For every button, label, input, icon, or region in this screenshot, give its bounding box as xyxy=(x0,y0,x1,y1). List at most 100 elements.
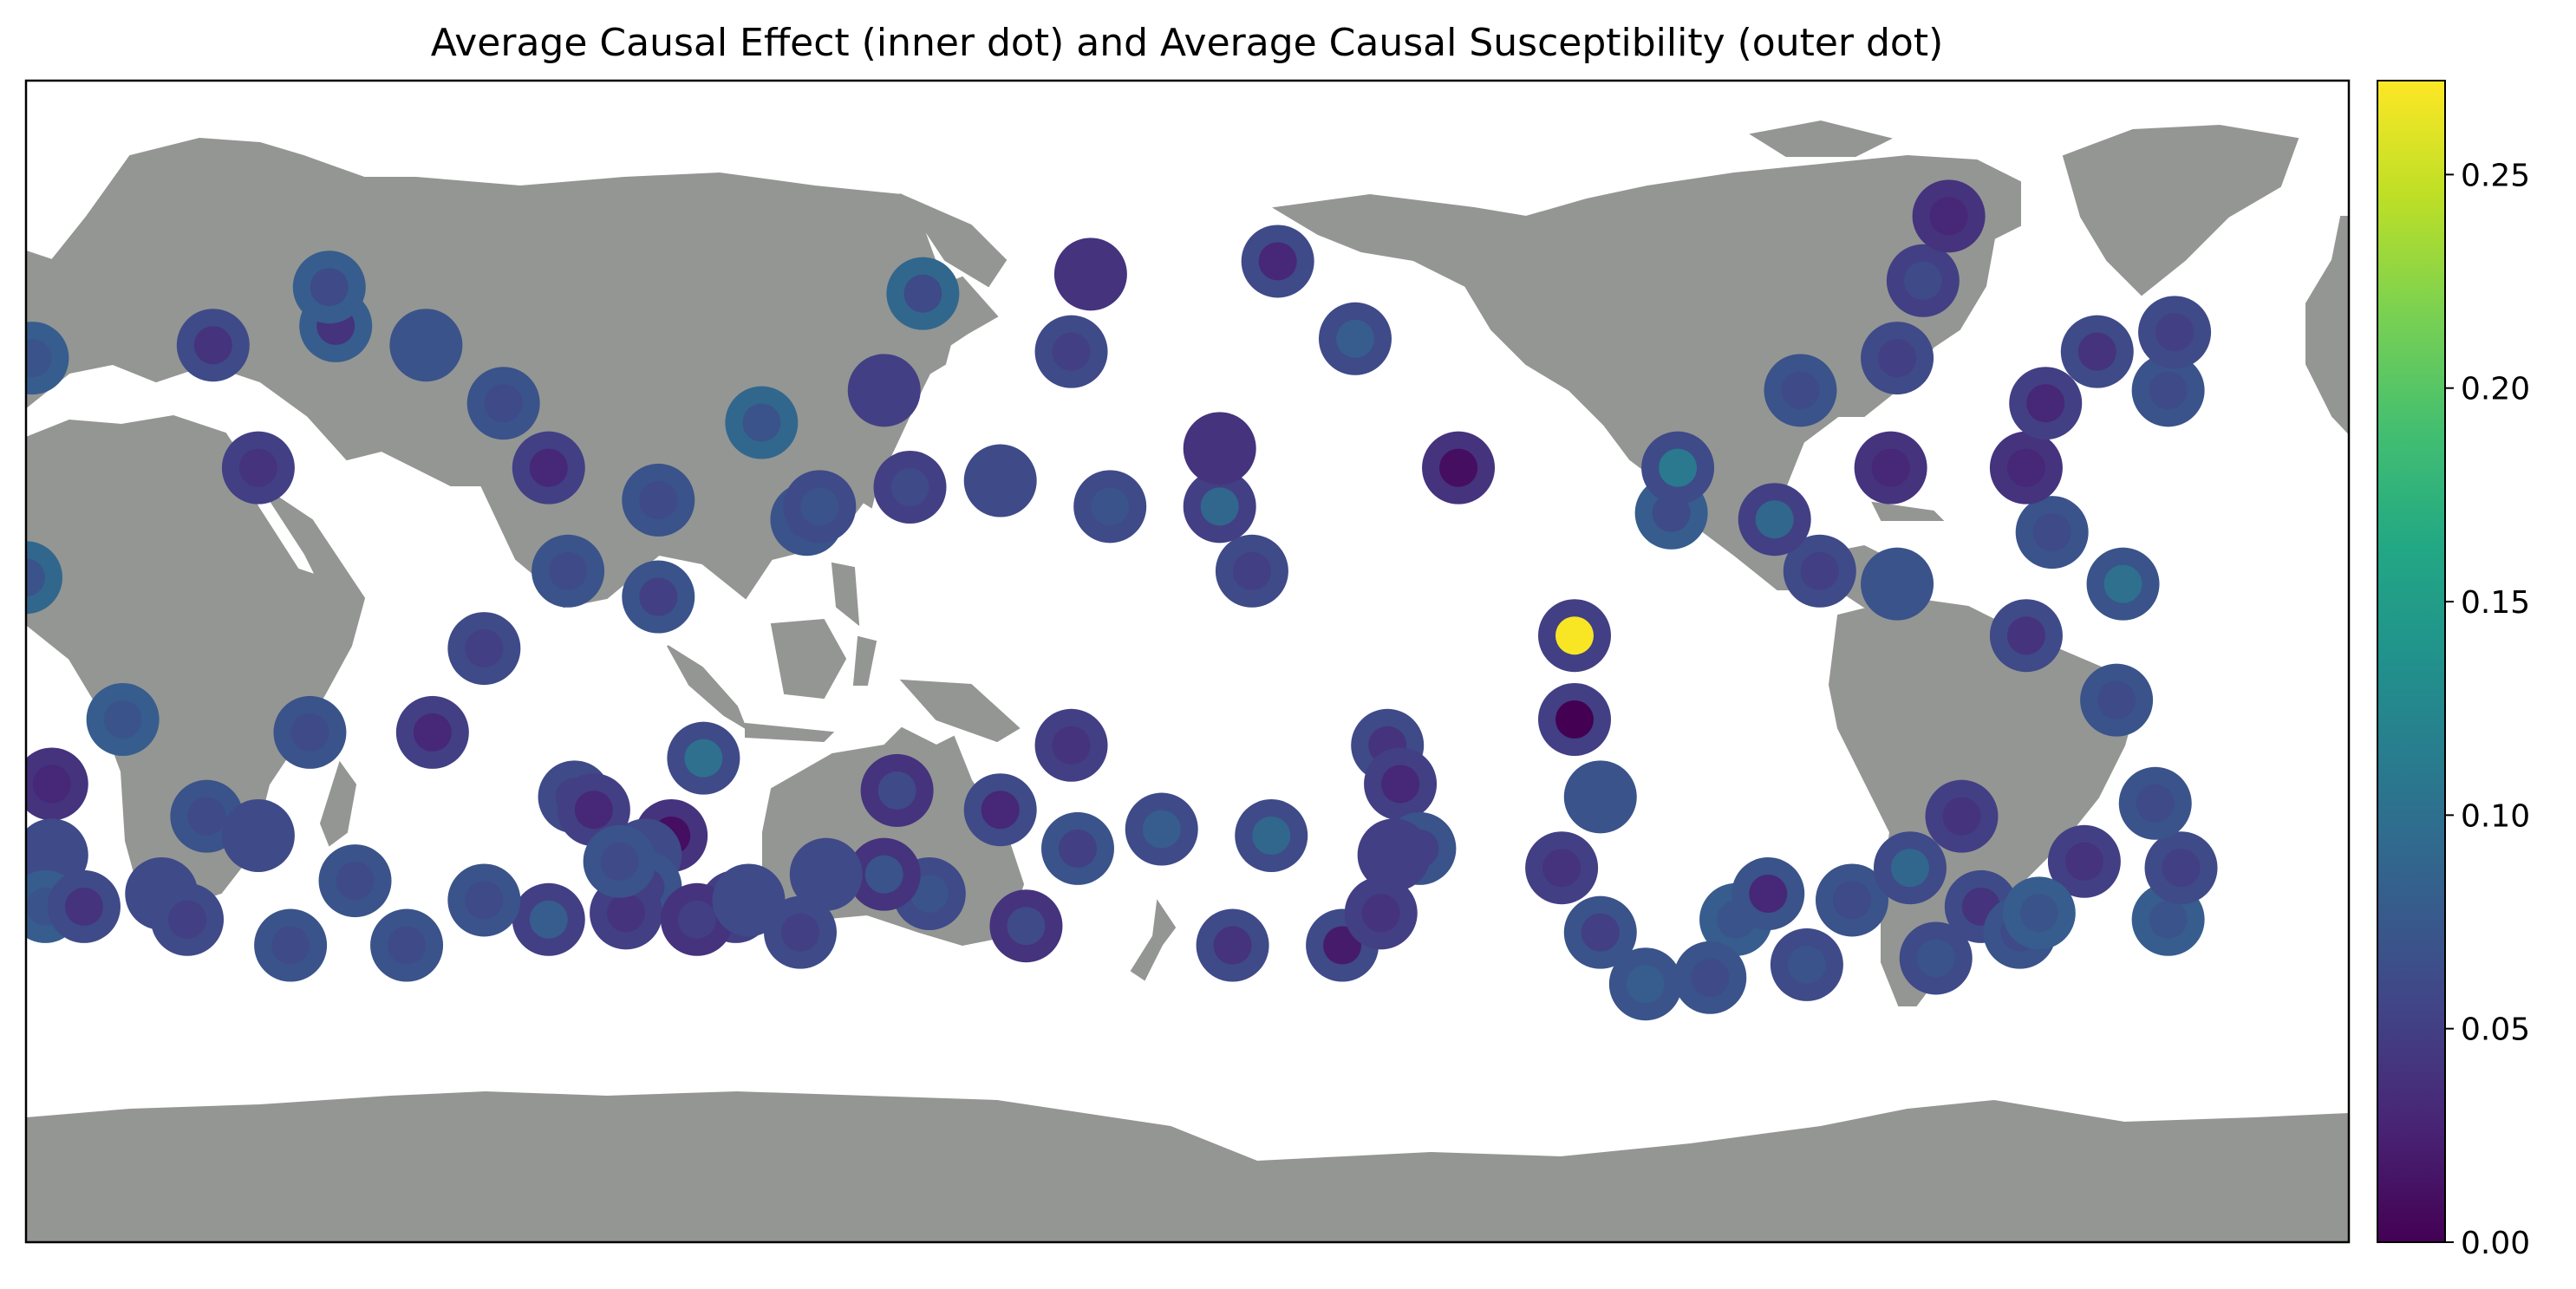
station-inner-dot xyxy=(1916,939,1955,978)
station-inner-dot xyxy=(1871,448,1910,487)
station-inner-dot xyxy=(800,487,839,526)
station-inner-dot xyxy=(1755,500,1794,539)
station-inner-dot xyxy=(1058,829,1097,868)
station-inner-dot xyxy=(1232,551,1271,590)
station-inner-dot xyxy=(1832,881,1871,920)
station-inner-dot xyxy=(238,448,277,487)
station-inner-dot xyxy=(26,339,52,378)
station-inner-dot xyxy=(639,577,678,616)
station-inner-dot xyxy=(465,881,504,920)
station-inner-dot xyxy=(1581,913,1620,952)
station-inner-dot xyxy=(187,797,226,836)
station-inner-dot xyxy=(103,700,142,739)
station-inner-dot xyxy=(336,862,375,901)
station-inner-dot xyxy=(1581,778,1620,817)
station-inner-dot xyxy=(413,713,452,752)
station-inner-dot xyxy=(407,326,446,365)
station-inner-dot xyxy=(1787,945,1826,984)
station-inner-dot xyxy=(1555,700,1594,739)
station-inner-dot xyxy=(1878,564,1917,603)
station-inner-dot xyxy=(910,875,949,913)
station-inner-dot xyxy=(1374,836,1413,875)
landmass-taiwan xyxy=(863,484,877,509)
colorbar: 0.00 0.05 0.10 0.15 0.20 0.25 xyxy=(2377,80,2530,1261)
station-inner-dot xyxy=(1071,255,1110,294)
map-frame xyxy=(24,79,2351,1244)
station-inner-dot xyxy=(193,326,232,365)
station-inner-dot xyxy=(310,268,349,307)
colorbar-gradient xyxy=(2377,80,2446,1243)
station-inner-dot xyxy=(864,371,903,410)
station-inner-dot xyxy=(1890,849,1929,888)
station-inner-dot xyxy=(574,791,613,830)
station-inner-dot xyxy=(607,894,646,933)
station-inner-dot xyxy=(1258,242,1297,281)
landmass-greenland xyxy=(2062,124,2299,296)
station-inner-dot xyxy=(1749,875,1788,913)
station-inner-dot xyxy=(1542,849,1581,888)
station-inner-dot xyxy=(1052,726,1091,765)
station-inner-dot xyxy=(806,855,845,894)
station-inner-dot xyxy=(290,713,329,752)
colorbar-tick-label: 0.25 xyxy=(2461,158,2530,193)
station-inner-dot xyxy=(981,461,1020,500)
station-inner-dot xyxy=(1381,765,1420,804)
chart-title: Average Causal Effect (inner dot) and Av… xyxy=(431,21,1944,65)
station-inner-dot xyxy=(1555,616,1594,655)
station-inner-dot xyxy=(32,836,71,875)
station-inner-dot xyxy=(781,913,819,952)
colorbar-tick-label: 0.15 xyxy=(2461,585,2530,621)
station-inner-dot xyxy=(981,791,1020,830)
station-inner-dot xyxy=(529,448,568,487)
landmass-antarctica xyxy=(26,1090,2349,1242)
landmass-philippines xyxy=(831,562,860,627)
station-inner-dot xyxy=(26,558,45,597)
station-inner-dot xyxy=(1929,197,1968,236)
station-inner-dot xyxy=(32,765,71,804)
station-inner-dot xyxy=(639,480,678,519)
landmass-borneo xyxy=(770,618,847,700)
colorbar-ticks: 0.00 0.05 0.10 0.15 0.20 0.25 xyxy=(2445,158,2530,1261)
station-inner-dot xyxy=(1142,810,1181,849)
station-inner-dot xyxy=(1800,551,1839,590)
station-inner-dot xyxy=(2149,371,2188,410)
station-inner-dot xyxy=(2162,849,2201,888)
colorbar-tick-label: 0.05 xyxy=(2461,1012,2530,1048)
station-inner-dot xyxy=(1200,487,1239,526)
station-inner-dot xyxy=(1439,448,1478,487)
station-inner-dot xyxy=(890,468,929,506)
station-markers xyxy=(26,179,2218,1021)
station-inner-dot xyxy=(1335,319,1374,358)
station-inner-dot xyxy=(1903,261,1942,300)
station-inner-dot xyxy=(600,842,639,881)
landmass-new-zealand xyxy=(1130,899,1177,981)
station-inner-dot xyxy=(64,887,103,926)
station-inner-dot xyxy=(388,926,427,965)
station-inner-dot xyxy=(2136,784,2175,823)
station-inner-dot xyxy=(742,403,781,442)
station-inner-dot xyxy=(864,855,903,894)
station-inner-dot xyxy=(2006,448,2045,487)
colorbar-tick-label: 0.10 xyxy=(2461,798,2530,834)
station-inner-dot xyxy=(1052,332,1091,371)
station-inner-dot xyxy=(484,384,523,423)
landmass-new-guinea xyxy=(899,679,1021,743)
station-inner-dot xyxy=(1626,965,1665,1004)
station-inner-dot xyxy=(549,551,588,590)
landmass-europe-east xyxy=(2305,216,2349,435)
station-inner-dot xyxy=(1691,958,1730,997)
station-inner-dot xyxy=(1659,448,1698,487)
station-inner-dot xyxy=(2149,900,2188,939)
station-inner-dot xyxy=(529,900,568,939)
station-inner-dot xyxy=(1323,926,1362,965)
station-inner-dot xyxy=(2097,680,2136,719)
station-inner-dot xyxy=(1781,371,1820,410)
station-inner-dot xyxy=(2026,384,2065,423)
station-inner-dot xyxy=(2019,894,2058,933)
landmass-sulawesi xyxy=(852,635,877,686)
station-inner-dot xyxy=(2077,332,2116,371)
station-inner-dot xyxy=(684,739,723,778)
colorbar-tick-label: 0.20 xyxy=(2461,372,2530,407)
station-inner-dot xyxy=(238,817,277,855)
